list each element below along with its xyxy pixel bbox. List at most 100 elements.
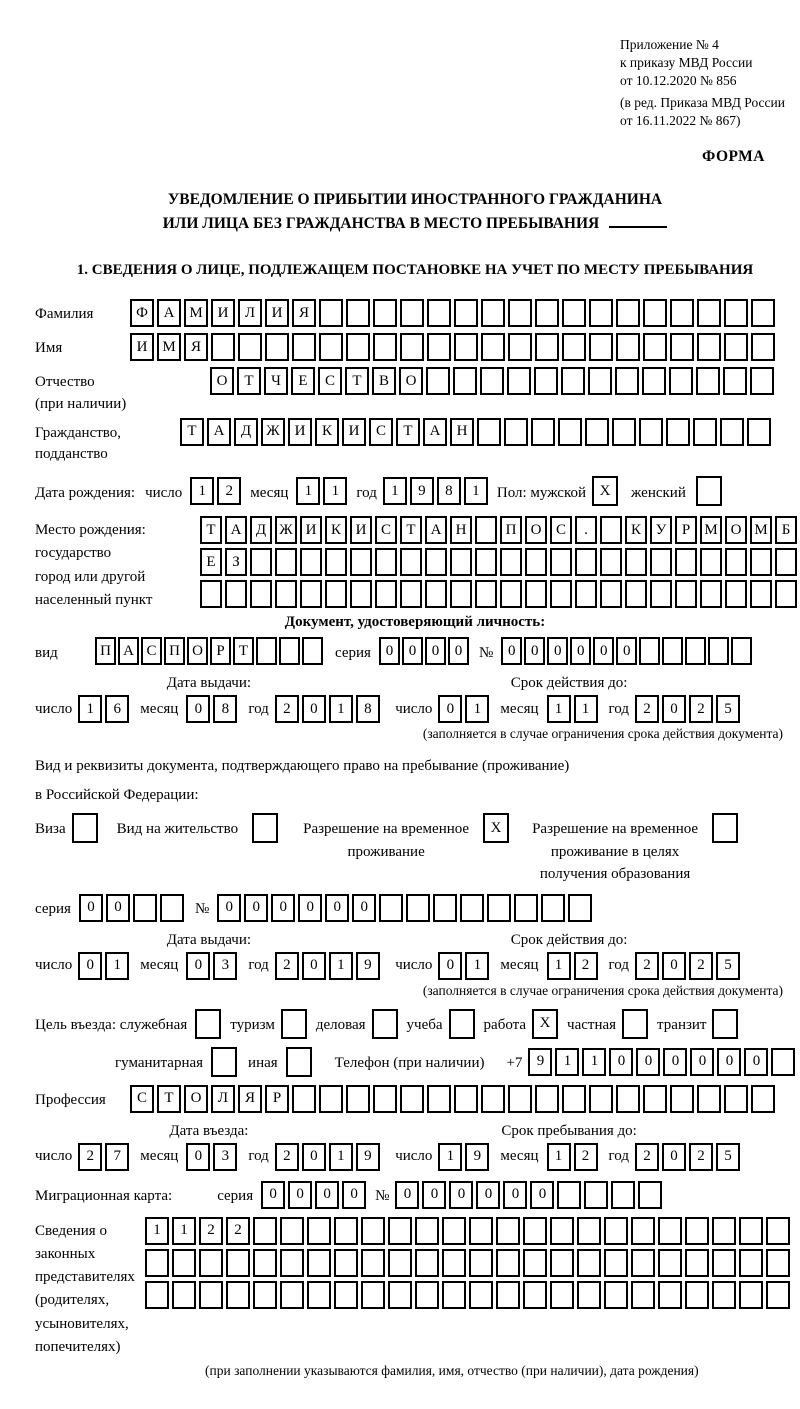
form-cell[interactable]: 9 bbox=[355, 951, 380, 980]
form-cell[interactable]: О bbox=[187, 637, 208, 666]
form-cell[interactable] bbox=[693, 417, 717, 446]
form-cell[interactable]: 8 bbox=[355, 695, 380, 724]
form-cell[interactable] bbox=[319, 1084, 343, 1113]
form-cell[interactable]: 0 bbox=[530, 1180, 555, 1209]
form-cell[interactable] bbox=[508, 1084, 532, 1113]
form-cell[interactable]: 0 bbox=[301, 1142, 326, 1171]
form-cell[interactable] bbox=[568, 893, 593, 922]
form-cell[interactable]: 0 bbox=[663, 1047, 688, 1076]
form-cell[interactable] bbox=[132, 893, 157, 922]
form-cell[interactable] bbox=[450, 580, 472, 609]
form-cell[interactable] bbox=[670, 1084, 694, 1113]
form-cell[interactable]: Д bbox=[250, 516, 272, 545]
form-cell[interactable] bbox=[589, 1084, 613, 1113]
form-cell[interactable] bbox=[388, 1280, 412, 1309]
form-cell[interactable] bbox=[739, 1280, 763, 1309]
form-cell[interactable] bbox=[504, 417, 528, 446]
form-cell[interactable] bbox=[712, 1280, 736, 1309]
form-cell[interactable]: 0 bbox=[501, 637, 523, 666]
form-cell[interactable] bbox=[695, 476, 722, 507]
form-cell[interactable] bbox=[346, 333, 370, 362]
form-cell[interactable] bbox=[400, 299, 424, 328]
form-cell[interactable]: А bbox=[157, 299, 181, 328]
form-cell[interactable]: Д bbox=[234, 417, 258, 446]
form-cell[interactable] bbox=[373, 1084, 397, 1113]
form-cell[interactable] bbox=[523, 1248, 547, 1277]
form-cell[interactable] bbox=[562, 299, 586, 328]
form-cell[interactable] bbox=[325, 548, 347, 577]
form-cell[interactable] bbox=[415, 1216, 439, 1245]
form-cell[interactable] bbox=[469, 1248, 493, 1277]
form-cell[interactable]: К bbox=[315, 417, 339, 446]
form-cell[interactable] bbox=[696, 367, 720, 396]
form-cell[interactable] bbox=[400, 1084, 424, 1113]
form-cell[interactable]: 0 bbox=[662, 1142, 686, 1171]
form-cell[interactable]: 0 bbox=[438, 951, 463, 980]
form-cell[interactable] bbox=[589, 333, 613, 362]
form-cell[interactable] bbox=[639, 637, 661, 666]
form-cell[interactable] bbox=[292, 1084, 316, 1113]
form-cell[interactable] bbox=[731, 637, 753, 666]
form-cell[interactable] bbox=[145, 1280, 169, 1309]
form-cell[interactable]: 2 bbox=[573, 951, 598, 980]
form-cell[interactable] bbox=[766, 1248, 790, 1277]
form-cell[interactable]: 2 bbox=[78, 1142, 103, 1171]
form-cell[interactable] bbox=[448, 1008, 475, 1039]
form-cell[interactable]: 2 bbox=[274, 695, 299, 724]
form-cell[interactable] bbox=[575, 580, 597, 609]
form-cell[interactable]: Н bbox=[450, 516, 472, 545]
form-cell[interactable] bbox=[481, 299, 505, 328]
form-cell[interactable]: И bbox=[211, 299, 235, 328]
form-cell[interactable] bbox=[577, 1216, 601, 1245]
form-cell[interactable]: X bbox=[592, 476, 619, 507]
form-cell[interactable] bbox=[751, 1084, 775, 1113]
form-cell[interactable]: И bbox=[350, 516, 372, 545]
form-cell[interactable] bbox=[725, 548, 747, 577]
form-cell[interactable]: Я bbox=[184, 333, 208, 362]
form-cell[interactable] bbox=[650, 548, 672, 577]
form-cell[interactable]: Р bbox=[265, 1084, 289, 1113]
form-cell[interactable] bbox=[514, 893, 539, 922]
form-cell[interactable] bbox=[375, 580, 397, 609]
form-cell[interactable] bbox=[739, 1216, 763, 1245]
form-cell[interactable] bbox=[379, 893, 404, 922]
form-cell[interactable]: А bbox=[207, 417, 231, 446]
form-cell[interactable] bbox=[388, 1216, 412, 1245]
form-cell[interactable] bbox=[256, 637, 277, 666]
form-cell[interactable] bbox=[406, 893, 431, 922]
form-cell[interactable]: И bbox=[130, 333, 154, 362]
form-cell[interactable] bbox=[280, 1008, 307, 1039]
form-cell[interactable]: 1 bbox=[573, 695, 598, 724]
form-cell[interactable] bbox=[481, 1084, 505, 1113]
form-cell[interactable] bbox=[172, 1280, 196, 1309]
form-cell[interactable] bbox=[500, 580, 522, 609]
form-cell[interactable]: С bbox=[375, 516, 397, 545]
form-cell[interactable] bbox=[600, 580, 622, 609]
form-cell[interactable]: И bbox=[300, 516, 322, 545]
form-cell[interactable] bbox=[523, 1216, 547, 1245]
form-cell[interactable] bbox=[562, 333, 586, 362]
form-cell[interactable] bbox=[475, 580, 497, 609]
form-cell[interactable]: 0 bbox=[378, 637, 400, 666]
form-cell[interactable]: 1 bbox=[296, 477, 321, 506]
form-cell[interactable] bbox=[427, 1084, 451, 1113]
form-cell[interactable] bbox=[480, 367, 504, 396]
form-cell[interactable]: 2 bbox=[274, 1142, 299, 1171]
form-cell[interactable]: . bbox=[575, 516, 597, 545]
form-cell[interactable]: 1 bbox=[328, 695, 353, 724]
form-cell[interactable] bbox=[675, 548, 697, 577]
form-cell[interactable]: Т bbox=[396, 417, 420, 446]
form-cell[interactable] bbox=[400, 333, 424, 362]
form-cell[interactable]: 2 bbox=[635, 951, 659, 980]
form-cell[interactable]: Ф bbox=[130, 299, 154, 328]
form-cell[interactable] bbox=[500, 548, 522, 577]
form-cell[interactable] bbox=[604, 1216, 628, 1245]
form-cell[interactable] bbox=[562, 1084, 586, 1113]
form-cell[interactable] bbox=[558, 417, 582, 446]
form-cell[interactable] bbox=[666, 417, 690, 446]
form-cell[interactable]: 0 bbox=[271, 893, 296, 922]
form-cell[interactable]: 1 bbox=[78, 695, 103, 724]
form-cell[interactable] bbox=[415, 1280, 439, 1309]
form-cell[interactable]: 2 bbox=[217, 477, 242, 506]
form-cell[interactable] bbox=[400, 548, 422, 577]
